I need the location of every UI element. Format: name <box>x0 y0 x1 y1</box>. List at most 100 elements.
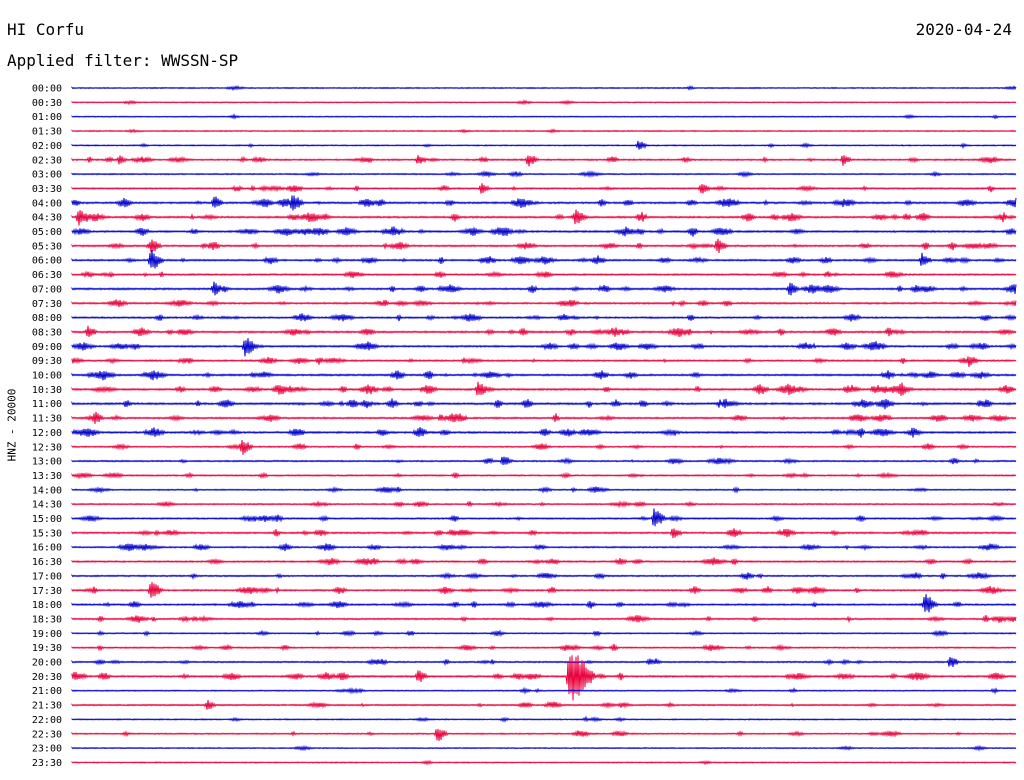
trace-line <box>71 325 1017 338</box>
time-labels: 00:00 00:30 01:00 01:30 02:00 02:30 03:00 03:30… <box>32 84 62 769</box>
trace-line <box>71 338 1017 357</box>
time-label: 04:00 <box>32 198 62 209</box>
time-label: 02:30 <box>32 155 62 166</box>
time-label: 12:00 <box>32 428 62 439</box>
time-label: 14:00 <box>32 485 62 496</box>
trace-line <box>71 427 1017 438</box>
time-label: 15:30 <box>32 528 62 539</box>
time-label: 20:00 <box>32 658 62 669</box>
time-label: 16:30 <box>32 557 62 568</box>
time-label: 09:00 <box>32 342 62 353</box>
time-label: 05:30 <box>32 241 62 252</box>
trace-line <box>71 281 1017 296</box>
trace-line <box>71 643 1017 652</box>
time-label: 00:30 <box>32 98 62 109</box>
time-label: 23:30 <box>32 758 62 769</box>
time-label: 22:30 <box>32 729 62 740</box>
trace-line <box>71 655 1017 701</box>
time-label: 23:00 <box>32 744 62 755</box>
time-label: 00:00 <box>32 84 62 95</box>
time-label: 18:30 <box>32 614 62 625</box>
trace-line <box>71 155 1017 167</box>
trace-line <box>71 715 1017 723</box>
trace-line <box>71 728 1017 742</box>
trace-line <box>71 686 1017 695</box>
time-label: 08:30 <box>32 327 62 338</box>
time-label: 20:30 <box>32 672 62 683</box>
time-label: 19:00 <box>32 629 62 640</box>
trace-line <box>71 99 1017 106</box>
trace-line <box>71 614 1017 624</box>
trace-line <box>71 249 1017 269</box>
trace-line <box>71 370 1017 381</box>
trace-line <box>71 500 1017 509</box>
trace-line <box>71 299 1017 308</box>
trace-line <box>71 456 1017 466</box>
time-label: 03:00 <box>32 170 62 181</box>
trace-line <box>71 699 1017 710</box>
time-label: 01:30 <box>32 127 62 138</box>
trace-line <box>71 571 1017 581</box>
time-label: 17:30 <box>32 586 62 597</box>
time-label: 17:00 <box>32 571 62 582</box>
time-label: 16:00 <box>32 543 62 554</box>
trace-line <box>71 270 1017 279</box>
trace-line <box>71 594 1017 613</box>
trace-line <box>71 128 1017 134</box>
time-label: 12:30 <box>32 442 62 453</box>
time-label: 13:00 <box>32 457 62 468</box>
seismic-traces <box>71 84 1017 766</box>
trace-line <box>71 528 1017 539</box>
time-label: 19:30 <box>32 643 62 654</box>
time-label: 01:00 <box>32 112 62 123</box>
trace-line <box>71 84 1017 92</box>
trace-line <box>71 439 1017 455</box>
time-label: 05:00 <box>32 227 62 238</box>
trace-line <box>71 356 1017 368</box>
trace-line <box>71 238 1017 253</box>
trace-line <box>71 398 1017 410</box>
time-label: 21:00 <box>32 686 62 697</box>
trace-line <box>71 183 1017 194</box>
time-label: 04:30 <box>32 213 62 224</box>
time-label: 08:00 <box>32 313 62 324</box>
time-label: 10:30 <box>32 385 62 396</box>
trace-line <box>71 113 1017 120</box>
time-label: 11:30 <box>32 414 62 425</box>
trace-line <box>71 195 1017 211</box>
time-label: 09:30 <box>32 356 62 367</box>
time-label: 15:00 <box>32 514 62 525</box>
trace-line <box>71 744 1017 752</box>
trace-line <box>71 581 1017 598</box>
time-label: 07:30 <box>32 299 62 310</box>
time-label: 22:00 <box>32 715 62 726</box>
trace-line <box>71 543 1017 552</box>
trace-line <box>71 141 1017 150</box>
time-label: 07:00 <box>32 284 62 295</box>
time-label: 21:30 <box>32 701 62 712</box>
trace-line <box>71 209 1017 226</box>
time-label: 10:00 <box>32 371 62 382</box>
trace-line <box>71 313 1017 322</box>
time-label: 11:00 <box>32 399 62 410</box>
time-label: 18:00 <box>32 600 62 611</box>
trace-line <box>71 381 1017 396</box>
trace-line <box>71 759 1017 766</box>
trace-line <box>71 656 1017 668</box>
time-label: 06:00 <box>32 256 62 267</box>
trace-line <box>71 170 1017 179</box>
trace-line <box>71 411 1017 424</box>
trace-line <box>71 485 1017 494</box>
time-label: 03:30 <box>32 184 62 195</box>
trace-line <box>71 557 1017 566</box>
filter-label: Applied filter: WWSSN-SP <box>7 51 239 70</box>
trace-line <box>71 508 1017 527</box>
trace-line <box>71 471 1017 480</box>
trace-line <box>71 226 1017 237</box>
time-label: 13:30 <box>32 471 62 482</box>
time-label: 14:30 <box>32 500 62 511</box>
time-label: 02:00 <box>32 141 62 152</box>
date-label: 2020-04-24 <box>915 20 1012 39</box>
time-label: 06:30 <box>32 270 62 281</box>
